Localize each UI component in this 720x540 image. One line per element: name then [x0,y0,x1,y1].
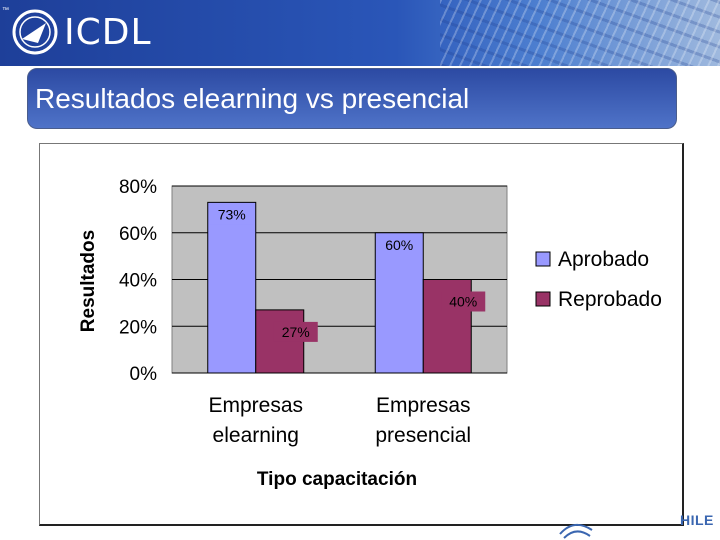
legend-label: Reprobado [558,288,662,311]
trademark-symbol: ™ [2,7,9,14]
y-tick-label: 80% [119,177,157,198]
y-tick-label: 0% [130,364,158,385]
data-label-bg [377,234,422,255]
globe-logo-icon [12,9,58,55]
data-label: 73% [218,206,246,222]
data-label: 60% [385,237,413,253]
corner-logo-text: HILE [680,512,714,528]
legend-swatch-reprobado [535,291,551,307]
y-tick-label: 20% [119,317,157,338]
y-axis-title: Resultados [78,230,99,332]
bar-aprobado [374,232,424,374]
y-tick-label: 40% [119,271,157,292]
x-category-label: presencial [375,424,471,447]
corner-logo-icon [559,523,593,539]
icdl-logo-text: ICDL [64,12,152,53]
x-category-label: elearning [213,424,299,447]
data-label: 27% [282,324,310,340]
chart-frame: 80% 60% 40% 20% 0% 73% 27% 60% 40% Empresas elea… [39,143,684,526]
legend-label: Aprobado [558,248,649,271]
data-label-bg [209,204,254,225]
bar-aprobado [207,201,257,374]
data-label-bg [441,291,486,312]
data-label: 40% [449,294,477,310]
banner-decoration [440,0,720,66]
x-category-label: Empresas [376,394,471,417]
legend-swatch-aprobado [535,251,551,267]
x-category-label: Empresas [208,394,303,417]
slide-title: Resultados elearning vs presencial [35,83,470,114]
slide-title-box: Resultados elearning vs presencial [27,68,677,129]
data-label-bg [273,321,318,342]
x-axis-title: Tipo capacitación [257,469,417,490]
header-banner: ™ ICDL [0,0,720,66]
y-tick-label: 60% [119,224,157,245]
bar-chart: 80% 60% 40% 20% 0% 73% 27% 60% 40% Empresas elea… [78,177,662,490]
